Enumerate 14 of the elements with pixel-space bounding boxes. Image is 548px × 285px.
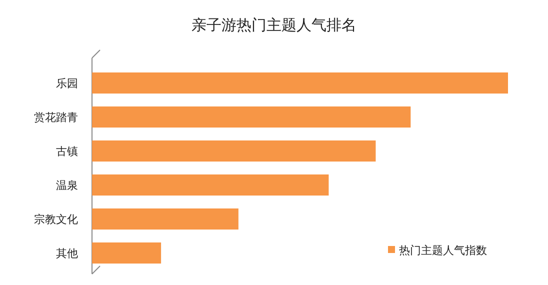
y-tick-label: 古镇 — [56, 145, 78, 158]
y-tick-label: 宗教文化 — [34, 213, 78, 226]
chart-title: 亲子游热门主题人气排名 — [192, 16, 356, 34]
y-tick-label: 乐园 — [56, 77, 78, 90]
y-tick-label: 赏花踏青 — [34, 111, 78, 124]
bar — [92, 106, 411, 128]
bar — [92, 174, 329, 196]
bar — [92, 242, 162, 264]
bar — [92, 72, 508, 94]
bar — [92, 208, 238, 230]
legend: 热门主题人气指数 — [388, 244, 487, 257]
bar — [92, 140, 376, 162]
y-tick-label: 温泉 — [56, 179, 78, 192]
y-tick-label: 其他 — [56, 247, 78, 260]
